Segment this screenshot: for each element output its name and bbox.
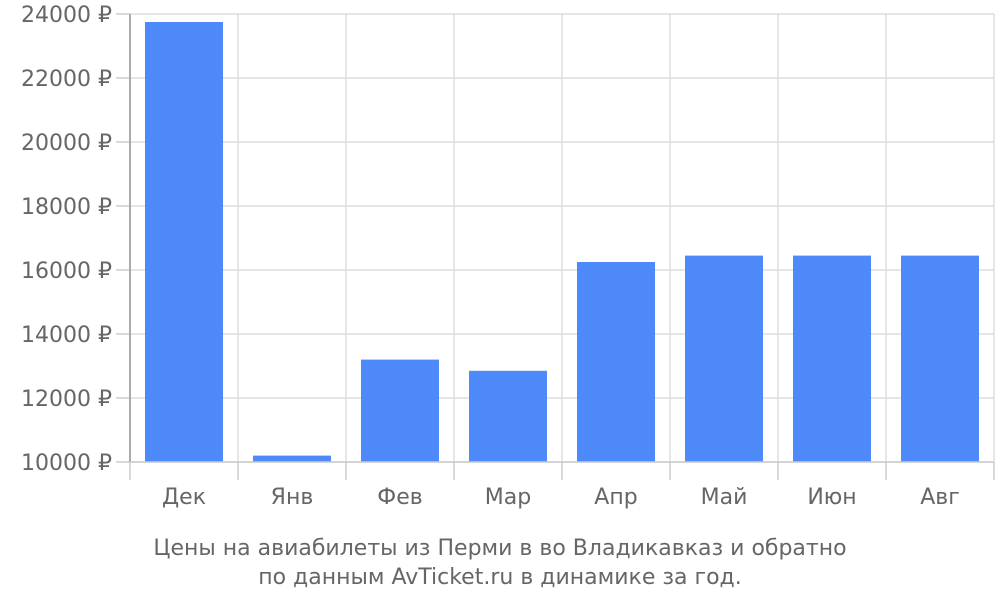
- y-tick-label: 22000 ₽: [21, 67, 112, 92]
- y-tick-label: 20000 ₽: [21, 131, 112, 156]
- chart-caption-line-1: Цены на авиабилеты из Перми в во Владика…: [153, 536, 846, 561]
- y-tick-label: 10000 ₽: [21, 451, 112, 476]
- bar: [685, 255, 763, 462]
- x-tick-label: Апр: [594, 485, 637, 510]
- bar: [361, 359, 439, 462]
- axes: [116, 13, 995, 480]
- grid: [130, 13, 995, 463]
- x-tick-label: Фев: [377, 485, 422, 510]
- bar: [145, 22, 223, 462]
- y-tick-labels: 10000 ₽ 12000 ₽ 14000 ₽ 16000 ₽ 18000 ₽ 20000…: [21, 3, 112, 476]
- bar: [253, 455, 331, 462]
- y-tick-label: 16000 ₽: [21, 259, 112, 284]
- bar: [469, 370, 547, 462]
- chart-caption-line-2: по данным AvTicket.ru в динамике за год.: [258, 565, 742, 590]
- bar: [793, 255, 871, 462]
- x-tick-label: Мар: [485, 485, 531, 510]
- x-tick-label: Авг: [920, 485, 960, 510]
- y-tick-label: 12000 ₽: [21, 387, 112, 412]
- x-tick-label: Июн: [807, 485, 856, 510]
- y-tick-label: 24000 ₽: [21, 3, 112, 28]
- y-tick-label: 18000 ₽: [21, 195, 112, 220]
- x-tick-label: Дек: [162, 485, 206, 510]
- bar: [901, 255, 979, 462]
- x-tick-label: Янв: [271, 485, 314, 510]
- y-tick-label: 14000 ₽: [21, 323, 112, 348]
- x-tick-labels: Дек Янв Фев Мар Апр Май Июн Авг: [162, 485, 960, 510]
- bars: [145, 22, 979, 462]
- bar: [577, 262, 655, 462]
- x-tick-label: Май: [701, 485, 748, 510]
